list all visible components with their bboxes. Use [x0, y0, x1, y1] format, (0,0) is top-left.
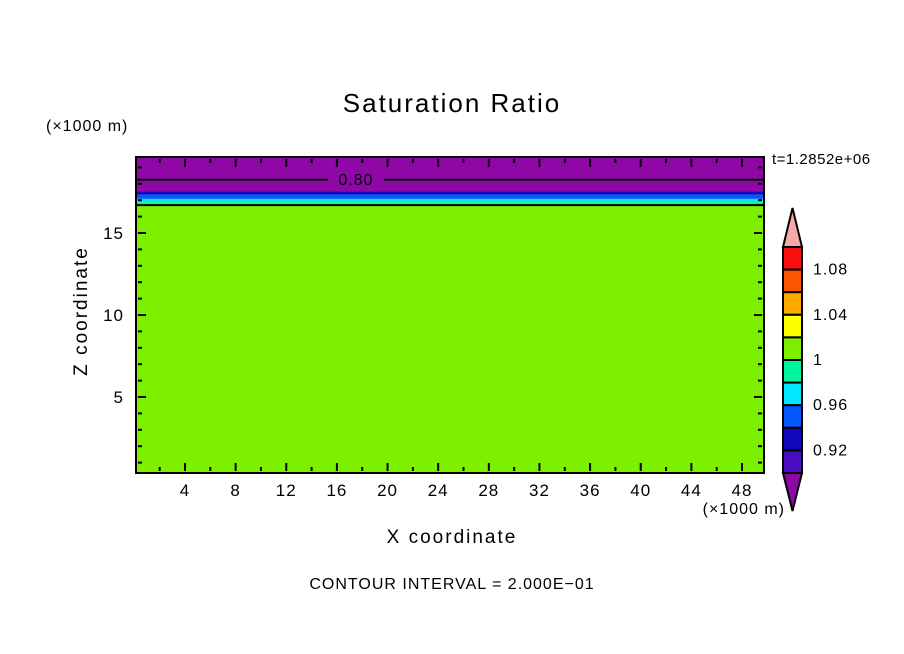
colorbar-cell — [782, 404, 803, 429]
colorbar-tick-label: 0.96 — [813, 397, 848, 414]
contour-interval-note: CONTOUR INTERVAL = 2.000E−01 — [309, 576, 595, 593]
z-tick-label: 5 — [114, 388, 124, 407]
colorbar-cell — [782, 246, 803, 271]
x-tick-label: 48 — [732, 481, 753, 500]
layer-band — [136, 191, 764, 195]
x-tick-label: 32 — [529, 481, 550, 500]
x-axis-title: X coordinate — [386, 527, 518, 548]
x-tick-label: 24 — [428, 481, 449, 500]
plot-frame — [135, 156, 765, 474]
z-tick-label: 15 — [103, 224, 124, 243]
colorbar-arrow-down — [781, 472, 804, 512]
colorbar-cell — [782, 426, 803, 452]
contour-lines: 0.80 — [137, 172, 763, 207]
layer-band — [136, 202, 764, 206]
x-tick-label: 40 — [630, 481, 651, 500]
x-tick-label: 16 — [326, 481, 347, 500]
z-axis-unit-label: (×1000 m) — [46, 118, 129, 135]
colorbar-tick-label: 1.04 — [813, 307, 848, 324]
timestamp-label: t=1.2852e+06 — [772, 151, 871, 168]
axis-ticks — [138, 159, 762, 471]
colorbar-arrow-up — [781, 207, 804, 248]
colorbar-cell — [782, 313, 803, 339]
contour-value-label: 0.80 — [338, 172, 373, 189]
z-axis-title: Z coordinate — [71, 246, 92, 376]
colorbar-tick-label: 1 — [813, 352, 823, 369]
x-tick-label: 28 — [478, 481, 499, 500]
layer-band — [136, 205, 764, 473]
x-axis-unit-label: (×1000 m) — [702, 501, 785, 518]
x-tick-label: 8 — [230, 481, 240, 500]
colorbar-cell — [782, 381, 803, 407]
colorbar-cell — [782, 359, 803, 384]
colorbar-tick-label: 1.08 — [813, 262, 848, 279]
x-tick-label: 44 — [681, 481, 702, 500]
colorbar-cell — [782, 268, 803, 294]
colorbar-cell — [782, 336, 803, 361]
layer-band — [136, 157, 764, 192]
x-tick-label: 12 — [276, 481, 297, 500]
saturation-layers — [136, 157, 764, 473]
colorbar-cell — [782, 449, 803, 474]
x-tick-label: 20 — [377, 481, 398, 500]
colorbar-cell — [782, 291, 803, 316]
layer-band — [136, 194, 764, 199]
layer-band — [136, 198, 764, 203]
x-tick-label: 36 — [580, 481, 601, 500]
x-tick-label: 4 — [180, 481, 190, 500]
colorbar-tick-label: 0.92 — [813, 442, 848, 459]
chart-title: Saturation Ratio — [342, 88, 562, 118]
colorbar: 1.08 1.04 1 0.96 0.92 — [781, 207, 848, 512]
z-tick-label: 10 — [103, 306, 124, 325]
